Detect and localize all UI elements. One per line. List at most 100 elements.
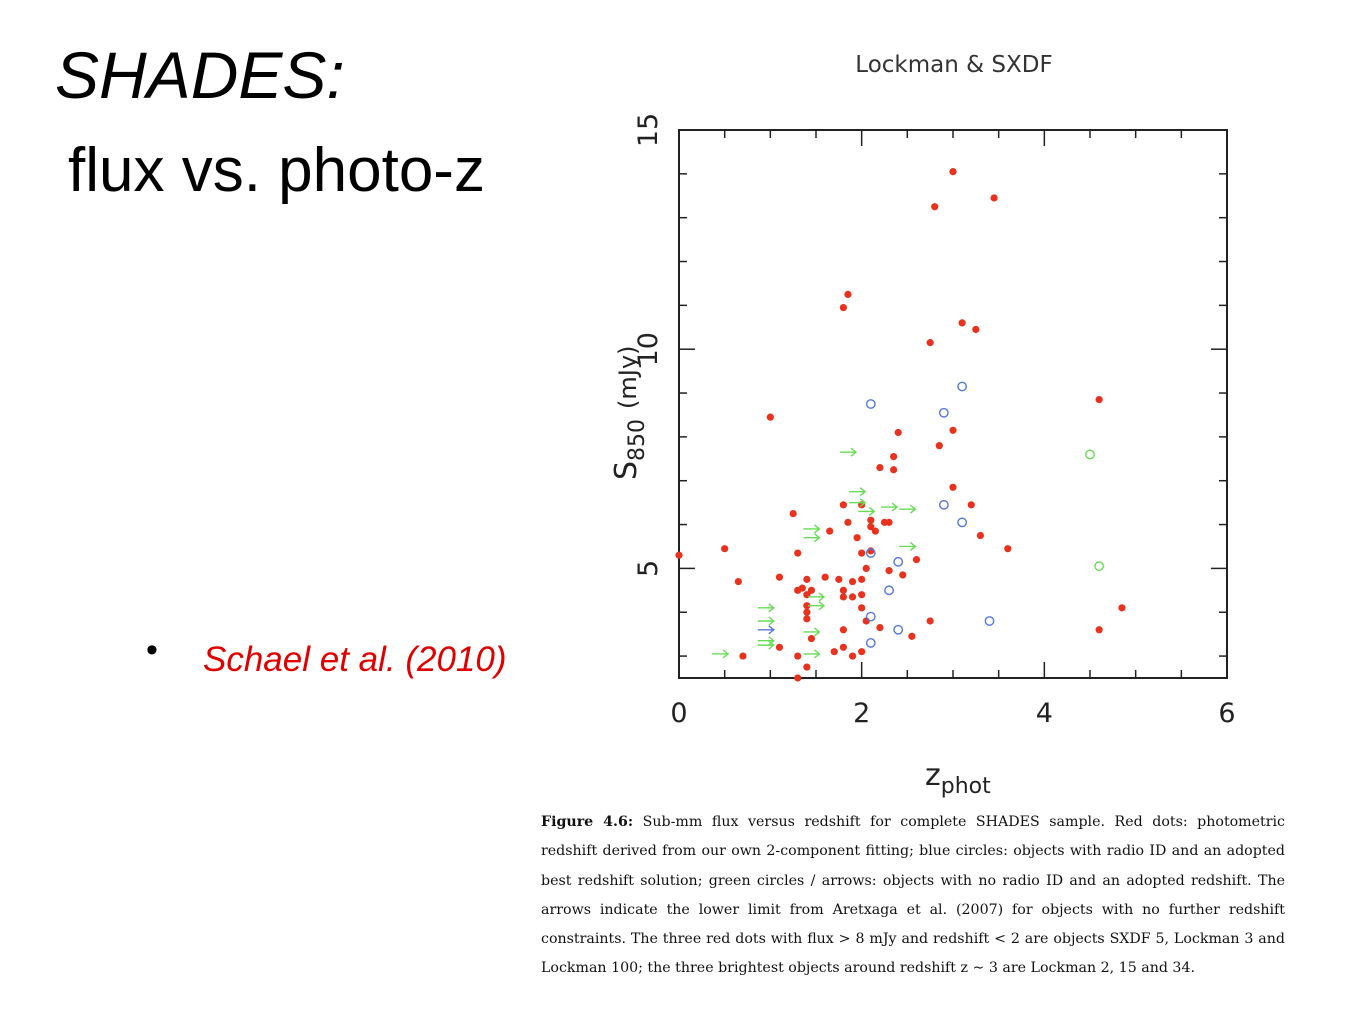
data-point-red-dot	[958, 319, 966, 327]
data-point-red-dot	[912, 556, 921, 564]
plot-frame	[678, 129, 1228, 679]
data-point-red-dot	[775, 573, 784, 581]
x-axis-label-main: z	[925, 758, 941, 793]
data-point-red-dot	[931, 203, 939, 211]
data-point-open-circle	[1085, 449, 1095, 460]
data-point-arrow-icon	[803, 649, 821, 659]
data-point-arrow-icon	[849, 498, 867, 508]
data-point-red-dot	[803, 575, 811, 583]
data-point-open-circle	[865, 399, 876, 409]
data-point-arrow-icon	[881, 502, 899, 512]
data-point-red-dot	[839, 586, 847, 594]
data-point-red-dot	[972, 325, 980, 334]
data-point-red-dot	[839, 501, 847, 509]
data-point-red-dot	[794, 652, 802, 660]
data-point-red-dot	[830, 648, 838, 656]
data-point-red-dot	[976, 531, 984, 540]
data-point-red-dot	[734, 577, 742, 586]
y-tick-label: 10	[633, 332, 664, 366]
data-point-arrow-icon	[757, 616, 775, 626]
data-point-red-dot	[867, 523, 875, 531]
y-tick-label: 15	[633, 113, 664, 147]
data-point-open-circle	[957, 517, 968, 528]
data-point-red-dot	[858, 604, 866, 612]
data-point-arrow-icon	[803, 524, 821, 534]
data-point-arrow-icon	[757, 625, 775, 635]
data-point-open-circle	[893, 556, 904, 567]
data-point-arrow-icon	[757, 640, 775, 650]
data-point-red-dot	[1118, 604, 1126, 612]
y-axis-label: S850 (mJy)	[609, 346, 650, 480]
data-point-red-dot	[949, 483, 957, 491]
data-point-red-dot	[766, 413, 774, 421]
data-point-red-dot	[803, 608, 811, 616]
data-point-open-circle	[1094, 561, 1105, 572]
slide-title-line1: SHADES:	[55, 38, 345, 112]
scatter-chart: Lockman & SXDF 0 2 4 6 5 10 15 zphot S850 (mJy)	[609, 52, 1236, 799]
data-point-arrow-icon	[899, 541, 917, 552]
x-tick-label: 2	[853, 698, 870, 729]
data-point-red-dot	[803, 615, 811, 623]
data-point-red-dot	[794, 549, 802, 557]
y-axis-label-sub: 850	[625, 419, 650, 461]
data-point-red-dot	[794, 674, 802, 682]
data-point-red-dot	[835, 575, 843, 583]
data-point-red-dot	[967, 501, 975, 509]
bullet-icon: •	[146, 631, 158, 669]
data-point-red-dot	[894, 428, 902, 437]
axis-ticks	[678, 129, 1228, 678]
data-point-red-dot	[1095, 626, 1103, 634]
reference-citation: Schael et al. (2010)	[203, 640, 507, 679]
data-point-red-dot	[908, 632, 916, 640]
data-point-red-dot	[926, 339, 934, 347]
data-point-red-dot	[858, 648, 866, 656]
data-point-red-dot	[926, 617, 934, 625]
data-point-red-dot	[871, 527, 879, 535]
slide-title-line2: flux vs. photo-z	[68, 136, 485, 205]
x-tick-label: 0	[670, 698, 687, 729]
data-points	[675, 168, 1126, 682]
data-point-red-dot	[1095, 396, 1103, 404]
data-point-red-dot	[949, 426, 957, 434]
data-point-red-dot	[789, 510, 797, 518]
data-point-red-dot	[949, 168, 957, 176]
data-point-red-dot	[826, 527, 834, 535]
data-point-red-dot	[803, 602, 811, 610]
data-point-red-dot	[876, 623, 884, 632]
data-point-arrow-icon	[757, 603, 775, 613]
data-point-open-circle	[865, 611, 876, 622]
data-point-red-dot	[807, 634, 816, 643]
data-point-open-circle	[893, 624, 904, 635]
data-point-red-dot	[990, 194, 998, 202]
data-point-arrow-icon	[839, 447, 858, 457]
data-point-arrow-icon	[849, 487, 867, 497]
data-point-red-dot	[890, 466, 898, 474]
data-point-red-dot	[798, 584, 806, 592]
data-point-red-dot	[885, 566, 893, 575]
data-point-red-dot	[848, 577, 857, 586]
data-point-red-dot	[839, 593, 847, 601]
data-point-open-circle	[957, 381, 968, 392]
data-point-arrow-icon	[899, 504, 917, 514]
y-axis-label-unit: (mJy)	[614, 346, 642, 409]
data-point-red-dot	[1004, 545, 1012, 553]
data-point-red-dot	[844, 290, 852, 298]
data-point-red-dot	[803, 663, 811, 671]
data-point-arrow-icon	[858, 506, 876, 516]
data-point-arrow-icon	[757, 636, 775, 646]
chart-title: Lockman & SXDF	[855, 52, 1052, 78]
y-tick-label: 5	[633, 560, 664, 577]
data-point-red-dot	[848, 652, 857, 660]
data-point-open-circle	[865, 638, 876, 648]
data-point-red-dot	[858, 575, 866, 583]
data-point-red-dot	[853, 534, 861, 542]
data-point-red-dot	[839, 303, 847, 312]
data-point-arrow-icon	[803, 627, 821, 637]
x-tick-label: 6	[1218, 698, 1235, 729]
data-point-red-dot	[807, 586, 816, 594]
data-point-red-dot	[848, 593, 857, 601]
data-point-red-dot	[844, 518, 852, 526]
data-point-arrow-icon	[808, 601, 826, 611]
x-tick-label: 4	[1036, 698, 1053, 729]
data-point-open-circle	[884, 585, 894, 596]
